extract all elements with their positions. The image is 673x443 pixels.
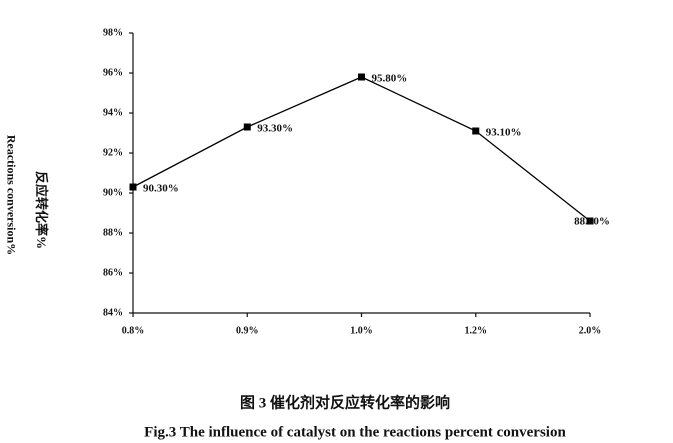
y-axis-label-en: Reactions conversion% (4, 135, 18, 255)
x-tick-label: 0.8% (122, 325, 145, 336)
y-tick-label: 88% (103, 227, 123, 238)
value-label: 95.80% (372, 73, 408, 85)
marker (129, 183, 137, 191)
x-tick-label: 0.9% (236, 325, 259, 336)
caption-cn: 图 3 催化剂对反应转化率的影响 (240, 393, 450, 411)
y-tick-label: 90% (103, 187, 123, 198)
line (132, 76, 591, 222)
y-tick-label: 94% (103, 107, 123, 118)
value-label: 88.60% (574, 216, 610, 228)
marker (358, 73, 365, 81)
y-tick-label: 86% (103, 267, 123, 278)
y-tick-label: 98% (103, 27, 123, 38)
value-label: 93.10% (486, 127, 522, 139)
y-tick-label: 96% (103, 67, 123, 78)
value-label: 90.30% (143, 183, 179, 195)
marker (472, 127, 480, 135)
marker (243, 123, 251, 131)
value-label: 93.30% (257, 123, 293, 135)
x-tick-label: 2.0% (579, 325, 602, 336)
marker (586, 217, 594, 225)
y-tick-label: 84% (103, 307, 123, 318)
x-tick-label: 1.0% (350, 325, 373, 336)
caption-en: Fig.3 The influence of catalyst on the r… (144, 424, 566, 440)
y-tick-label: 92% (103, 147, 123, 158)
y-axis-label: 反应转化率% (34, 171, 49, 249)
x-tick-label: 1.2% (465, 325, 488, 336)
